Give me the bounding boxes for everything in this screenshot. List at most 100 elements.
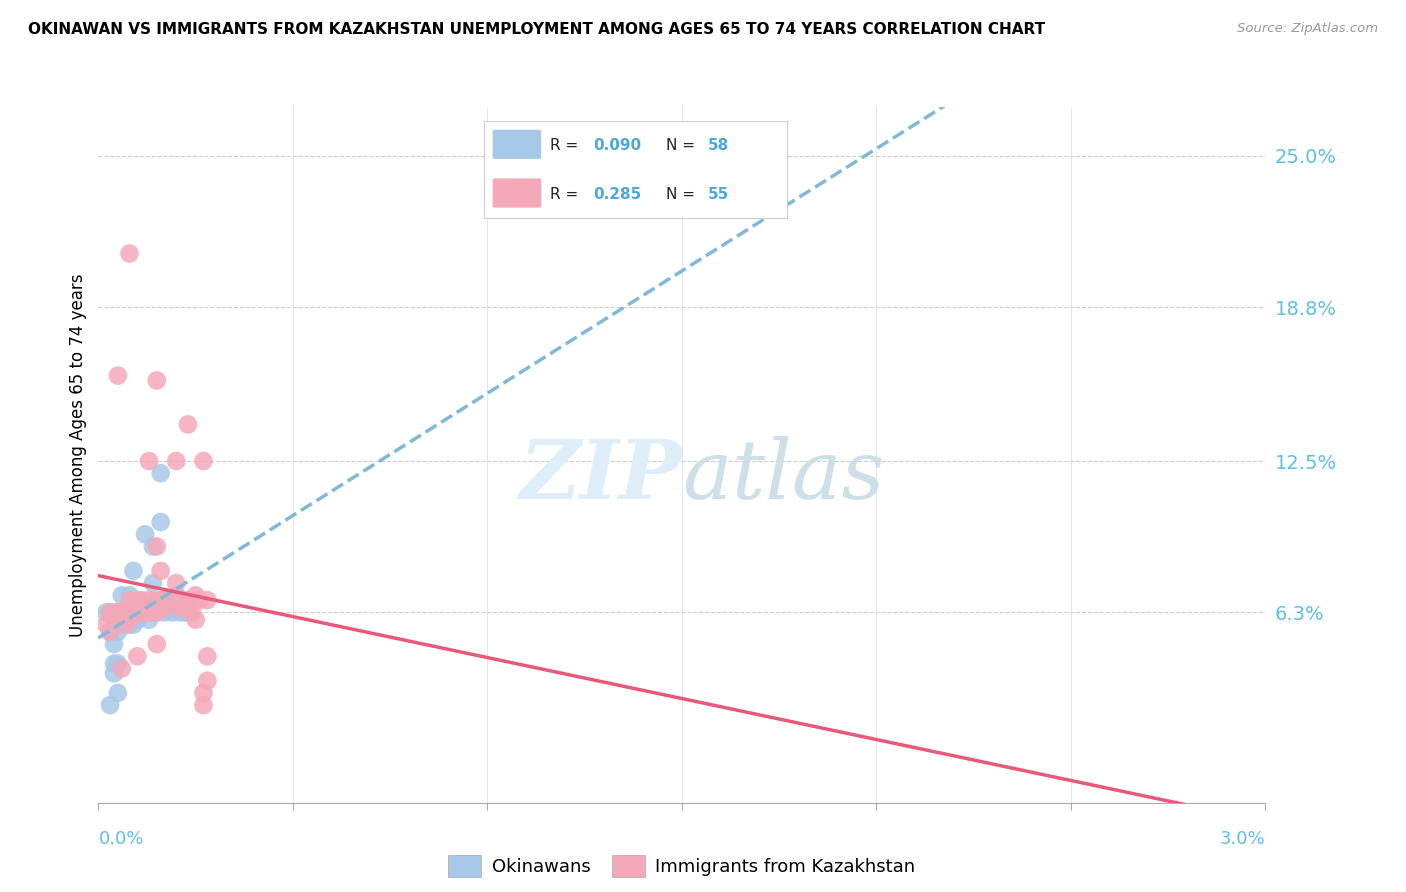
Point bbox=[153, 593, 176, 607]
Point bbox=[114, 606, 136, 620]
Point bbox=[111, 606, 134, 620]
Point bbox=[165, 576, 187, 591]
Point bbox=[184, 588, 207, 602]
Point bbox=[98, 606, 121, 620]
Point bbox=[134, 600, 156, 615]
Point bbox=[165, 593, 187, 607]
Point bbox=[107, 624, 129, 639]
Point bbox=[122, 617, 145, 632]
Point bbox=[177, 593, 200, 607]
Point bbox=[118, 606, 141, 620]
Point bbox=[138, 613, 160, 627]
Point bbox=[134, 527, 156, 541]
Point bbox=[165, 454, 187, 468]
Text: ZIP: ZIP bbox=[519, 436, 682, 516]
Point bbox=[177, 606, 200, 620]
Point bbox=[127, 613, 149, 627]
Text: 3.0%: 3.0% bbox=[1220, 830, 1265, 847]
Point bbox=[96, 606, 118, 620]
Point bbox=[111, 606, 134, 620]
Point bbox=[107, 368, 129, 383]
Point bbox=[138, 454, 160, 468]
Point bbox=[103, 606, 125, 620]
Point bbox=[153, 606, 176, 620]
Point bbox=[146, 637, 169, 651]
Point bbox=[142, 540, 165, 554]
Point bbox=[180, 606, 202, 620]
Point bbox=[107, 613, 129, 627]
Point bbox=[193, 686, 215, 700]
Point bbox=[134, 606, 156, 620]
Point bbox=[149, 515, 172, 529]
Text: Source: ZipAtlas.com: Source: ZipAtlas.com bbox=[1237, 22, 1378, 36]
Point bbox=[111, 617, 134, 632]
Point bbox=[193, 454, 215, 468]
Point bbox=[146, 540, 169, 554]
Point bbox=[98, 624, 121, 639]
Point bbox=[103, 666, 125, 681]
Point bbox=[173, 600, 195, 615]
Point bbox=[138, 593, 160, 607]
Point bbox=[98, 624, 121, 639]
Point bbox=[103, 613, 125, 627]
Point bbox=[162, 593, 184, 607]
Point bbox=[138, 606, 160, 620]
Point bbox=[114, 617, 136, 632]
Point bbox=[111, 661, 134, 675]
Point bbox=[162, 593, 184, 607]
Point bbox=[184, 613, 207, 627]
Point bbox=[107, 606, 129, 620]
Point bbox=[127, 606, 149, 620]
Point bbox=[157, 600, 180, 615]
Point bbox=[122, 564, 145, 578]
Point bbox=[193, 698, 215, 713]
Point bbox=[162, 606, 184, 620]
Point bbox=[157, 593, 180, 607]
Text: 0.0%: 0.0% bbox=[98, 830, 143, 847]
Point bbox=[195, 673, 218, 688]
Point bbox=[157, 593, 180, 607]
Point bbox=[96, 617, 118, 632]
Point bbox=[111, 588, 134, 602]
Point bbox=[129, 606, 152, 620]
Point bbox=[114, 606, 136, 620]
Point bbox=[153, 600, 176, 615]
Legend: Okinawans, Immigrants from Kazakhstan: Okinawans, Immigrants from Kazakhstan bbox=[441, 847, 922, 884]
Point bbox=[107, 606, 129, 620]
Point bbox=[165, 593, 187, 607]
Point bbox=[149, 593, 172, 607]
Point bbox=[103, 657, 125, 671]
Point bbox=[118, 606, 141, 620]
Point bbox=[142, 593, 165, 607]
Point bbox=[188, 593, 211, 607]
Point bbox=[169, 600, 191, 615]
Point bbox=[146, 606, 169, 620]
Point bbox=[149, 467, 172, 481]
Point bbox=[127, 606, 149, 620]
Point bbox=[127, 593, 149, 607]
Point bbox=[146, 374, 169, 388]
Point bbox=[195, 593, 218, 607]
Point bbox=[103, 637, 125, 651]
Point bbox=[146, 600, 169, 615]
Point bbox=[129, 606, 152, 620]
Point bbox=[177, 417, 200, 432]
Point bbox=[118, 588, 141, 602]
Point bbox=[162, 593, 184, 607]
Point bbox=[165, 593, 187, 607]
Text: OKINAWAN VS IMMIGRANTS FROM KAZAKHSTAN UNEMPLOYMENT AMONG AGES 65 TO 74 YEARS CO: OKINAWAN VS IMMIGRANTS FROM KAZAKHSTAN U… bbox=[28, 22, 1045, 37]
Point bbox=[118, 593, 141, 607]
Point bbox=[98, 698, 121, 713]
Text: atlas: atlas bbox=[682, 436, 884, 516]
Point bbox=[142, 576, 165, 591]
Point bbox=[127, 649, 149, 664]
Point bbox=[122, 606, 145, 620]
Point bbox=[149, 593, 172, 607]
Point bbox=[111, 606, 134, 620]
Point bbox=[129, 593, 152, 607]
Point bbox=[122, 606, 145, 620]
Point bbox=[173, 593, 195, 607]
Point bbox=[169, 600, 191, 615]
Point bbox=[98, 606, 121, 620]
Point bbox=[195, 649, 218, 664]
